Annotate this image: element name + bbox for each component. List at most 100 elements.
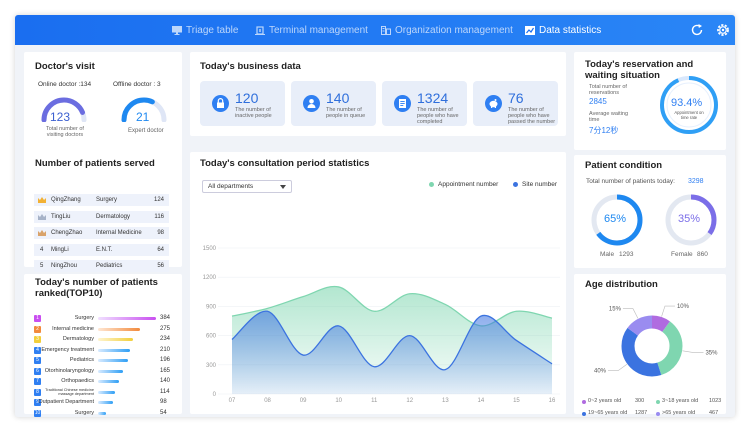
rank-bar <box>98 411 107 415</box>
business-stat-inactive: 120 The number of inactive people <box>200 81 285 126</box>
visiting-doctors-gauge <box>41 97 87 122</box>
ranking-row: 5 Pediatrics 196 <box>34 356 174 365</box>
rank-department: Dermatology <box>62 336 94 342</box>
stat-value: 140 <box>326 90 350 106</box>
x-tick-label: 09 <box>300 398 307 404</box>
age-slice-percent: 35% <box>705 351 718 357</box>
visiting-doctors-value: 123 <box>50 110 71 124</box>
stat-value: 120 <box>235 90 259 106</box>
card-title: Number of patients served <box>35 158 155 169</box>
age-legend-label: 3~18 years old <box>662 398 699 404</box>
rank-bar <box>98 380 120 383</box>
piggy-bank-icon <box>485 95 502 112</box>
age-legend-value: 1287 <box>635 410 648 416</box>
ranking-row: 7 Orthopaedics 140 <box>34 377 174 386</box>
rank-department: Surgery <box>74 315 94 321</box>
male-arc <box>591 194 643 246</box>
online-doctor-count: Online doctor :134 <box>38 81 92 88</box>
rank-badge: 5 <box>34 357 41 364</box>
rank-badge: 9 <box>34 399 41 406</box>
female-percent: 35% <box>678 213 701 225</box>
male-ring <box>591 194 643 246</box>
served-rank: 4 <box>40 246 44 253</box>
nav-label: Data statistics <box>539 24 602 36</box>
rank-badge: 4 <box>34 346 41 354</box>
consultation-area-chart: 0 300 600 900 1200 1500 07 08 09 10 11 12 13 14 15 16 <box>203 246 560 404</box>
nav-terminal-management[interactable]: Terminal management <box>255 15 368 45</box>
crown-icon <box>38 213 46 222</box>
consultation-card: Today's consultation period statistics A… <box>190 152 566 414</box>
stat-value: 76 <box>508 90 524 106</box>
average-waiting-value: 7分12秒 <box>589 126 619 135</box>
card-title: Patient condition <box>585 160 663 171</box>
y-tick-label: 1500 <box>203 246 217 252</box>
nav-data-statistics[interactable]: Data statistics <box>525 15 601 45</box>
age-legend-value: 300 <box>635 398 645 404</box>
expert-doctor-label: Expert doctor <box>128 128 164 134</box>
patient-condition-card: Patient condition Total number of patien… <box>574 155 726 268</box>
age-legend-swatch <box>582 412 586 416</box>
age-legend-label: 0~2 years old <box>588 398 622 404</box>
stat-label: The number of inactive people <box>235 107 272 119</box>
age-donut-chart: 10% 35% 40% 15% <box>594 304 718 377</box>
ranking-row: 8 Traditional Chinese medicine massage de… <box>34 388 174 397</box>
x-tick-label: 10 <box>335 398 342 404</box>
rank-department: Surgery <box>74 409 94 416</box>
stat-label: The number of people who have passed the… <box>508 107 556 125</box>
age-slice-percent: 10% <box>677 304 690 310</box>
x-tick-label: 07 <box>229 398 236 404</box>
ranking-row: 2 Internal medicine 275 <box>34 325 174 334</box>
business-data-card: Today's business data 120 The number of … <box>190 52 566 136</box>
rank-badge: 8 <box>34 388 41 396</box>
male-value: 1293 <box>619 251 634 258</box>
rank-value: 114 <box>160 388 170 395</box>
ranking-card: Today's number of patients ranked(TOP10)… <box>24 274 182 417</box>
ranking-row: 6 Otorhinolaryngology 165 <box>34 367 174 376</box>
male-percent: 65% <box>604 213 627 225</box>
served-name: ChengZhao <box>51 230 83 236</box>
rank-department: Internal medicine <box>52 325 94 332</box>
rank-department: Traditional Chinese medicine massage dep… <box>45 387 94 396</box>
ranking-row: 10 Surgery 54 <box>34 409 174 418</box>
age-slice <box>621 315 683 377</box>
served-department: Surgery <box>96 197 118 203</box>
legend-site-number: Site number <box>522 181 558 188</box>
age-label-leader <box>682 350 704 353</box>
legend-swatch-appointment <box>429 182 434 187</box>
total-reservations-value: 2845 <box>589 97 607 106</box>
department-select[interactable]: All departments <box>202 180 292 193</box>
age-slice <box>621 315 683 377</box>
served-count: 56 <box>157 263 164 269</box>
rank-value: 275 <box>160 325 171 332</box>
business-stat-passed: 76 The number of people who have passed … <box>473 81 558 126</box>
female-value: 860 <box>697 251 708 258</box>
settings-icon[interactable] <box>716 23 730 37</box>
served-department: Dermatology <box>96 213 131 220</box>
donut-hole <box>635 329 669 363</box>
age-slice-percent: 40% <box>594 369 607 375</box>
served-row: ChengZhao Internal Medicine 98 <box>34 227 169 239</box>
served-row: TingLiu Dermatology 116 <box>34 210 169 223</box>
y-tick-label: 900 <box>206 304 217 310</box>
rank-department: Pediatrics <box>69 357 94 363</box>
served-name: TingLiu <box>51 213 71 220</box>
refresh-icon[interactable] <box>690 23 704 37</box>
visiting-doctors-label: Total number of visiting doctors <box>46 126 84 138</box>
y-tick-label: 0 <box>213 392 217 398</box>
served-department: Pediatrics <box>96 263 123 269</box>
nav-triage-table[interactable]: Triage table <box>172 15 238 45</box>
age-slice <box>621 315 683 377</box>
expert-doctor-gauge <box>121 97 167 122</box>
served-row: 4 MingLi E.N.T. 64 <box>34 243 169 256</box>
card-title: Doctor's visit <box>35 61 95 72</box>
offline-doctor-count: Offline doctor : 3 <box>113 81 161 88</box>
monitor-icon <box>172 25 182 35</box>
rank-bar <box>98 348 130 352</box>
age-legend-value: 467 <box>709 410 719 416</box>
nav-organization-management[interactable]: Organization management <box>381 15 513 45</box>
chart-icon <box>525 25 535 35</box>
rank-badge: 7 <box>34 378 41 385</box>
series-line <box>231 285 553 327</box>
rank-department: Orthopaedics <box>61 378 94 384</box>
served-count: 116 <box>154 213 164 220</box>
